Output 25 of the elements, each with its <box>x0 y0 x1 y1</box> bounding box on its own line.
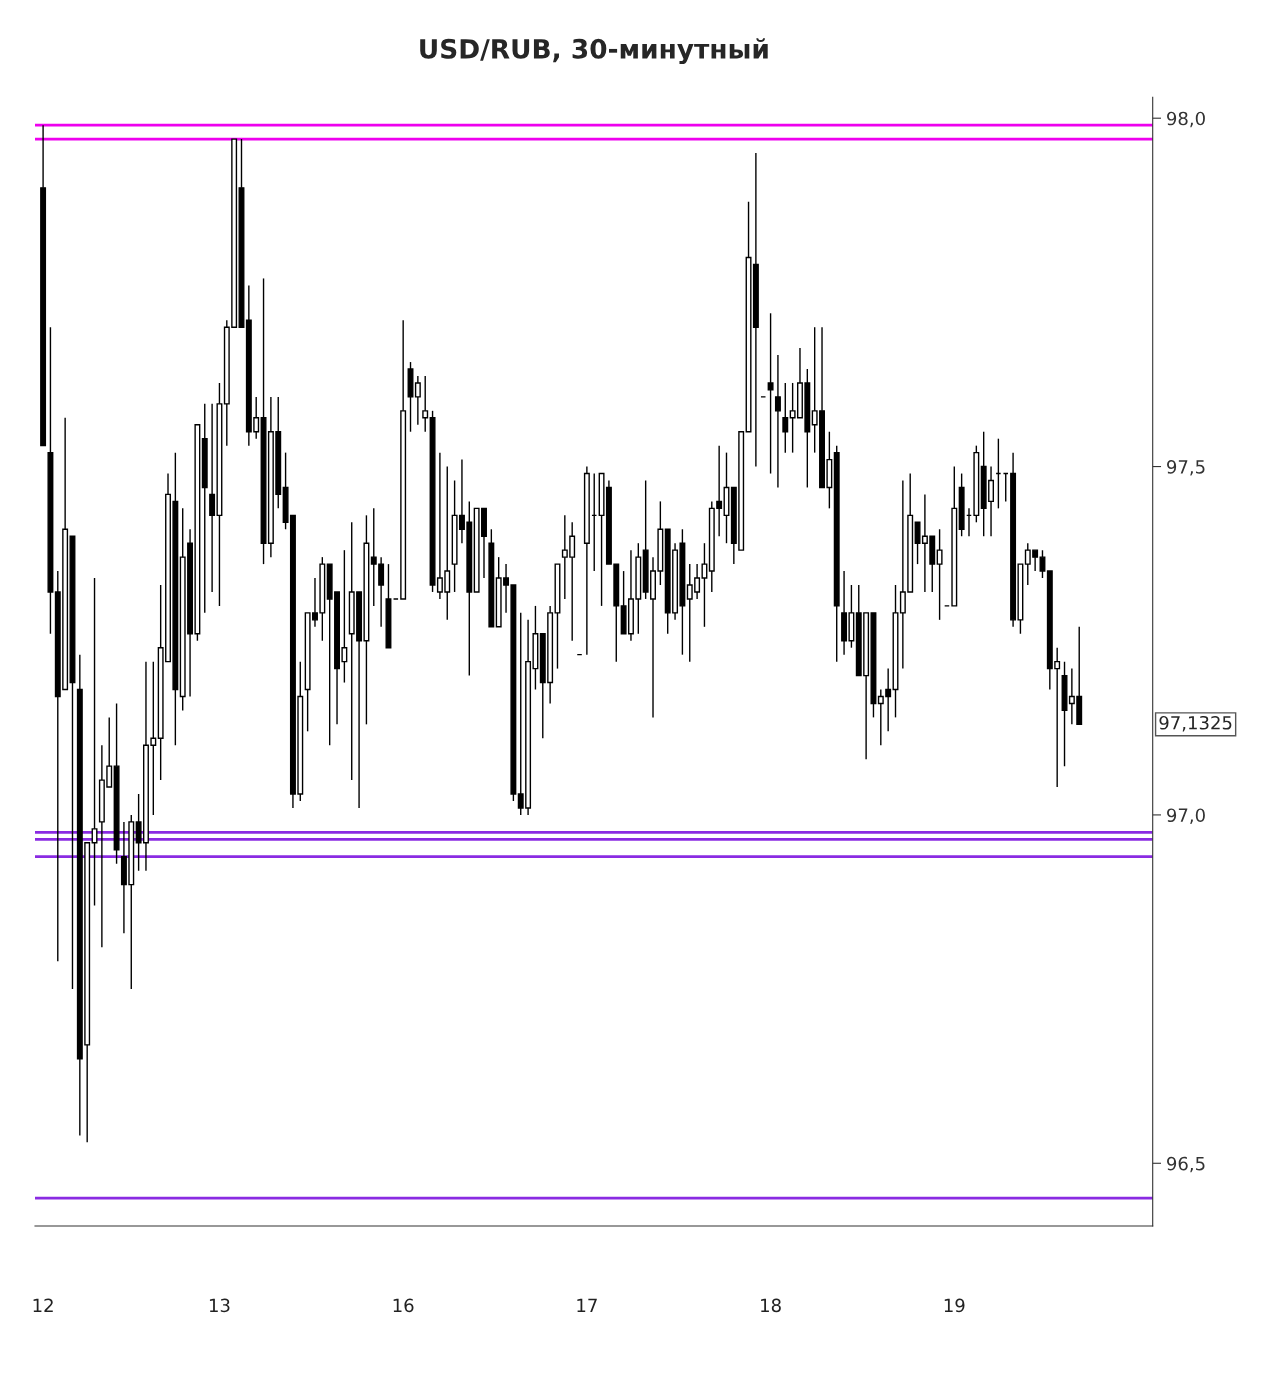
candlestick <box>936 528 943 621</box>
candlestick <box>583 465 590 656</box>
x-tick-label: 18 <box>761 1298 781 1313</box>
candlestick <box>400 319 407 600</box>
candlestick <box>951 465 958 607</box>
x-tick-label: 16 <box>393 1298 414 1313</box>
y-tick-label: 97,5 <box>1167 460 1205 476</box>
y-tick-label: 98,0 <box>1167 111 1205 128</box>
y-tick-label: 97,0 <box>1167 808 1205 824</box>
candlestick <box>414 375 421 426</box>
candlestick <box>385 563 392 649</box>
x-tick-label: 17 <box>577 1298 597 1312</box>
candlestick <box>767 312 774 475</box>
candlestick <box>91 577 98 907</box>
chart-title: USD/RUB, 30-минутный <box>420 38 768 65</box>
candlestick <box>47 326 54 635</box>
candlestick <box>774 354 781 489</box>
y-tick-label: 96,5 <box>1167 1156 1205 1173</box>
candlestick <box>782 382 789 454</box>
text: 97,1325 <box>1159 715 1232 732</box>
x-tick-label: 13 <box>209 1298 230 1313</box>
candlestick <box>201 403 208 614</box>
candlestick <box>40 124 47 447</box>
x-tick-label: 12 <box>33 1298 53 1312</box>
x-tick-label: 19 <box>944 1298 965 1313</box>
